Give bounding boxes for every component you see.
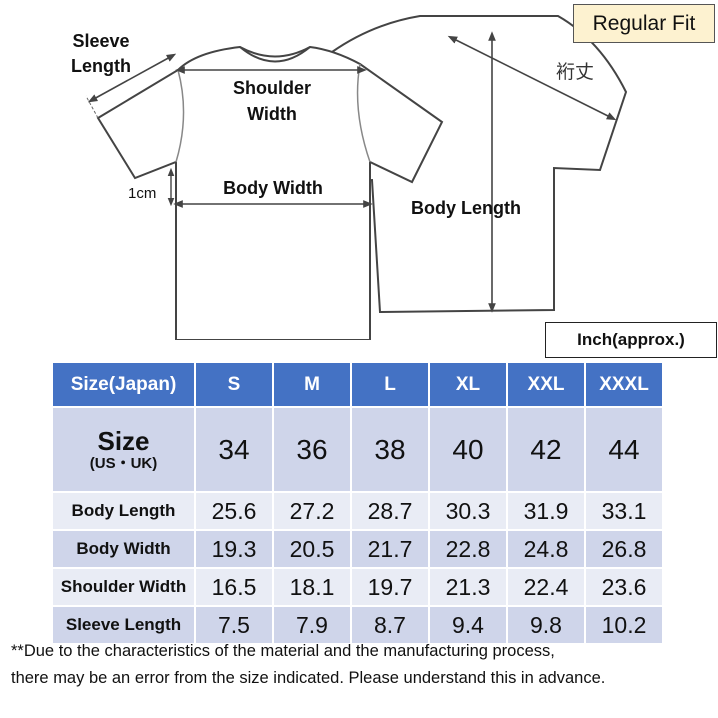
sleeve-length-label-line1: Sleeve	[72, 31, 129, 51]
header-size-l: L	[352, 363, 428, 406]
table-cell: 30.3	[430, 493, 506, 529]
table-cell: 21.3	[430, 569, 506, 605]
shoulder-width-label-line2: Width	[247, 104, 297, 124]
unit-badge: Inch(approx.)	[545, 322, 717, 358]
table-cell: 42	[508, 408, 584, 491]
table-row-sleeve-length: Sleeve Length 7.5 7.9 8.7 9.4 9.8 10.2	[53, 607, 662, 643]
header-size-japan: Size(Japan)	[53, 363, 194, 406]
row-label-size: Size (US・UK)	[53, 408, 194, 491]
header-size-s: S	[196, 363, 272, 406]
table-header-row: Size(Japan) S M L XL XXL XXXL	[53, 363, 662, 406]
body-length-label: Body Length	[411, 198, 521, 218]
table-cell: 33.1	[586, 493, 662, 529]
disclaimer-line-1: **Due to the characteristics of the mate…	[11, 642, 555, 660]
table-row-size-us-uk: Size (US・UK) 34 36 38 40 42 44	[53, 408, 662, 491]
table-cell: 24.8	[508, 531, 584, 567]
tshirt-measurement-diagram: Sleeve Length Shoulder Width Body Width …	[71, 15, 628, 340]
row-label: Sleeve Length	[53, 607, 194, 643]
table-cell: 9.4	[430, 607, 506, 643]
table-cell: 28.7	[352, 493, 428, 529]
japanese-length-arrow	[447, 35, 617, 121]
table-cell: 7.9	[274, 607, 350, 643]
sleeve-length-label-line2: Length	[71, 56, 131, 76]
table-row-shoulder-width: Shoulder Width 16.5 18.1 19.7 21.3 22.4 …	[53, 569, 662, 605]
header-size-xxxl: XXXL	[586, 363, 662, 406]
size-label-sub: (US・UK)	[89, 454, 158, 472]
offset-label: 1cm	[128, 185, 156, 202]
table-cell: 38	[352, 408, 428, 491]
table-cell: 36	[274, 408, 350, 491]
table-cell: 16.5	[196, 569, 272, 605]
header-size-xl: XL	[430, 363, 506, 406]
header-size-xxl: XXL	[508, 363, 584, 406]
size-chart-table: Size(Japan) S M L XL XXL XXXL Size (US・U…	[51, 361, 664, 645]
table-cell: 10.2	[586, 607, 662, 643]
table-row-body-width: Body Width 19.3 20.5 21.7 22.8 24.8 26.8	[53, 531, 662, 567]
table-cell: 22.8	[430, 531, 506, 567]
sleeve-guide-line	[85, 95, 99, 119]
table-cell: 7.5	[196, 607, 272, 643]
disclaimer-note: **Due to the characteristics of the mate…	[11, 638, 717, 692]
table-cell: 18.1	[274, 569, 350, 605]
body-width-label: Body Width	[223, 178, 323, 198]
header-size-m: M	[274, 363, 350, 406]
table-cell: 20.5	[274, 531, 350, 567]
japanese-length-label: 裄丈	[556, 61, 594, 83]
table-cell: 19.3	[196, 531, 272, 567]
table-row-body-length: Body Length 25.6 27.2 28.7 30.3 31.9 33.…	[53, 493, 662, 529]
table-cell: 40	[430, 408, 506, 491]
row-label: Body Length	[53, 493, 194, 529]
collar	[239, 46, 311, 63]
fit-badge: Regular Fit	[573, 4, 715, 43]
table-cell: 25.6	[196, 493, 272, 529]
table-cell: 22.4	[508, 569, 584, 605]
table-cell: 23.6	[586, 569, 662, 605]
table-cell: 26.8	[586, 531, 662, 567]
row-label: Body Width	[53, 531, 194, 567]
table-cell: 44	[586, 408, 662, 491]
shoulder-width-label-line1: Shoulder	[233, 78, 311, 98]
table-cell: 27.2	[274, 493, 350, 529]
table-cell: 8.7	[352, 607, 428, 643]
disclaimer-line-2: there may be an error from the size indi…	[11, 669, 606, 687]
table-cell: 31.9	[508, 493, 584, 529]
sleeve-length-arrow	[87, 53, 177, 103]
table-cell: 21.7	[352, 531, 428, 567]
left-armhole-seam	[175, 69, 185, 163]
table-cell: 34	[196, 408, 272, 491]
size-label-main: Size	[97, 425, 150, 456]
table-cell: 9.8	[508, 607, 584, 643]
row-label: Shoulder Width	[53, 569, 194, 605]
table-cell: 19.7	[352, 569, 428, 605]
